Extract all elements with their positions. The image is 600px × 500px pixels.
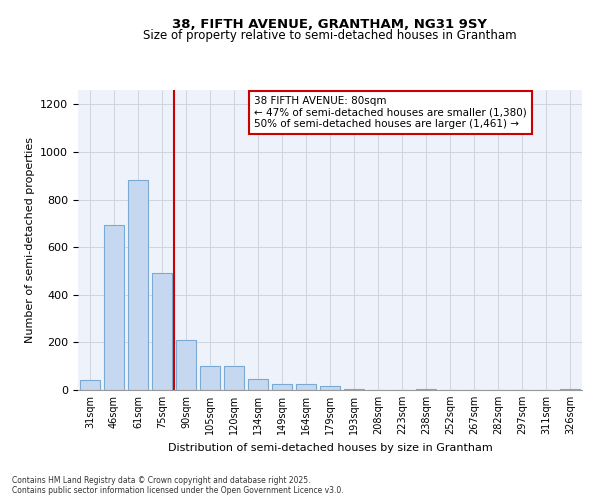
Bar	[320, 386, 340, 390]
Bar	[104, 224, 124, 390]
Text: Contains HM Land Registry data © Crown copyright and database right 2025.
Contai: Contains HM Land Registry data © Crown c…	[12, 476, 344, 495]
Y-axis label: Number of semi-detached properties: Number of semi-detached properties	[25, 137, 35, 343]
Bar	[272, 384, 292, 390]
Text: 38, FIFTH AVENUE, GRANTHAM, NG31 9SY: 38, FIFTH AVENUE, GRANTHAM, NG31 9SY	[173, 18, 487, 30]
Bar	[224, 366, 244, 390]
Bar	[80, 380, 100, 390]
Bar	[176, 340, 196, 390]
Bar	[560, 389, 580, 390]
X-axis label: Distribution of semi-detached houses by size in Grantham: Distribution of semi-detached houses by …	[167, 442, 493, 452]
Bar	[248, 380, 268, 390]
Bar	[200, 366, 220, 390]
Bar	[344, 389, 364, 390]
Text: Size of property relative to semi-detached houses in Grantham: Size of property relative to semi-detach…	[143, 29, 517, 42]
Bar	[416, 389, 436, 390]
Bar	[296, 384, 316, 390]
Bar	[152, 274, 172, 390]
Text: 38 FIFTH AVENUE: 80sqm
← 47% of semi-detached houses are smaller (1,380)
50% of : 38 FIFTH AVENUE: 80sqm ← 47% of semi-det…	[254, 96, 527, 129]
Bar	[128, 180, 148, 390]
